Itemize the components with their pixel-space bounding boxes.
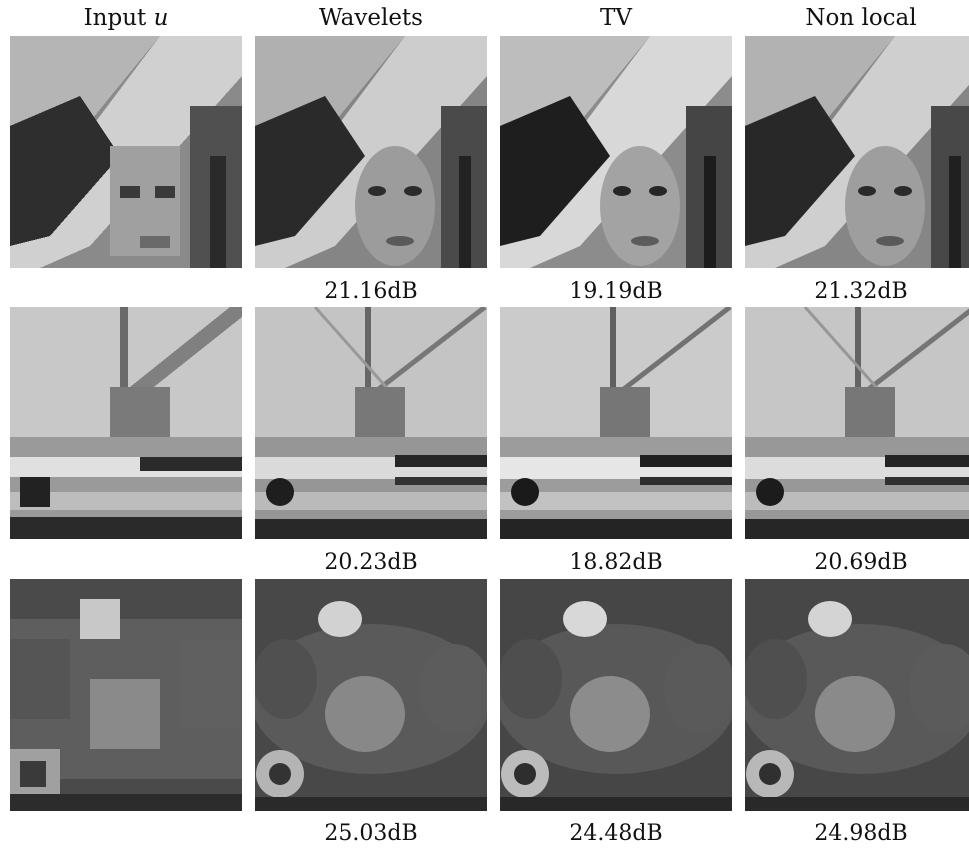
column-header-nonlocal: Non local xyxy=(805,5,917,31)
psnr-portrait-wavelets: 21.16dB xyxy=(324,279,418,304)
column-header-tv: TV xyxy=(600,5,632,31)
psnr-portrait-tv: 19.19dB xyxy=(569,279,663,304)
psnr-boat-tv: 18.82dB xyxy=(569,550,663,575)
column-header-input: Input u xyxy=(83,5,169,31)
image-portrait-wavelets xyxy=(255,36,487,268)
image-boat-nonlocal xyxy=(745,307,969,539)
image-boat-tv xyxy=(500,307,732,539)
image-portrait-nonlocal xyxy=(745,36,969,268)
image-vegetables-tv xyxy=(500,579,732,811)
psnr-portrait-nonlocal: 21.32dB xyxy=(814,279,908,304)
image-portrait-tv xyxy=(500,36,732,268)
image-vegetables-nonlocal xyxy=(745,579,969,811)
psnr-boat-nonlocal: 20.69dB xyxy=(814,550,908,575)
column-header-wavelets: Wavelets xyxy=(319,5,423,31)
image-vegetables-wavelets xyxy=(255,579,487,811)
image-boat-wavelets xyxy=(255,307,487,539)
psnr-vegetables-nonlocal: 24.98dB xyxy=(814,821,908,846)
variable-u: u xyxy=(153,5,169,31)
image-portrait-input xyxy=(10,36,242,268)
psnr-boat-wavelets: 20.23dB xyxy=(324,550,418,575)
psnr-vegetables-tv: 24.48dB xyxy=(569,821,663,846)
psnr-vegetables-wavelets: 25.03dB xyxy=(324,821,418,846)
image-vegetables-input xyxy=(10,579,242,811)
image-boat-input xyxy=(10,307,242,539)
